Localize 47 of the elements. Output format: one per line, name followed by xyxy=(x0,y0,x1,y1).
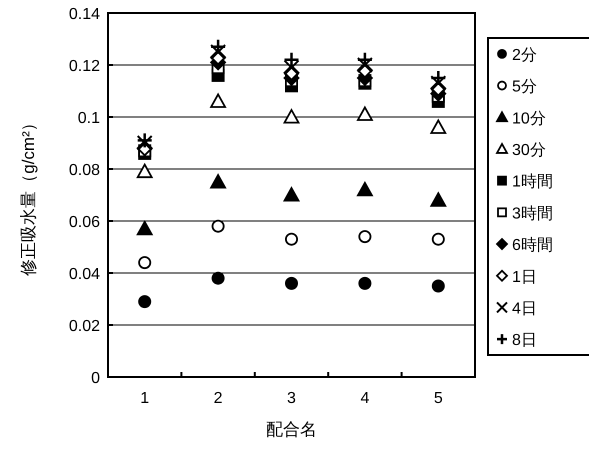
point xyxy=(212,220,225,233)
legend-label: 4日 xyxy=(512,300,537,318)
y-tick-label: 0.06 xyxy=(68,214,100,231)
x-tick-label: 2 xyxy=(214,390,223,407)
x-tick-label: 4 xyxy=(360,390,370,407)
x-tick-label: 5 xyxy=(434,390,443,407)
point xyxy=(210,174,226,188)
legend-label: 6時間 xyxy=(512,236,553,254)
point xyxy=(432,280,445,292)
point xyxy=(138,256,152,270)
y-tick-label: 0.1 xyxy=(78,110,100,127)
x-axis-title: 配合名 xyxy=(266,420,317,439)
legend-label: 30分 xyxy=(512,142,546,159)
point xyxy=(357,182,373,196)
point xyxy=(357,106,373,121)
point xyxy=(284,187,300,202)
legend-label: 8日 xyxy=(512,332,537,350)
point xyxy=(212,272,225,285)
y-tick-label: 0.14 xyxy=(68,6,100,23)
point xyxy=(136,135,153,151)
point xyxy=(358,230,372,244)
legend-label: 1日 xyxy=(512,268,537,286)
y-axis-title: 修正吸水量（g/cm²） xyxy=(19,114,38,276)
y-tick-label: 0.08 xyxy=(68,162,100,179)
legend-label: 5分 xyxy=(512,78,537,96)
legend-label: 1時間 xyxy=(512,172,553,191)
y-tick-label: 0.02 xyxy=(68,318,100,335)
point xyxy=(136,220,153,236)
point xyxy=(284,109,300,124)
y-tick-label: 0.04 xyxy=(68,266,100,283)
legend-label: 10分 xyxy=(512,110,546,128)
point xyxy=(430,192,446,207)
legend-label: 2分 xyxy=(512,46,537,64)
point xyxy=(136,164,153,178)
x-tick-label: 1 xyxy=(140,390,150,407)
point xyxy=(210,94,226,108)
point xyxy=(432,232,445,246)
x-tick-label: 3 xyxy=(287,390,296,407)
point xyxy=(138,295,152,308)
y-tick-label: 0 xyxy=(91,370,100,387)
point xyxy=(285,232,298,246)
point xyxy=(285,276,298,290)
point xyxy=(136,132,153,149)
legend-label: 3時間 xyxy=(512,204,553,222)
point xyxy=(358,276,372,290)
y-tick-label: 0.12 xyxy=(68,58,100,75)
point xyxy=(430,120,446,134)
